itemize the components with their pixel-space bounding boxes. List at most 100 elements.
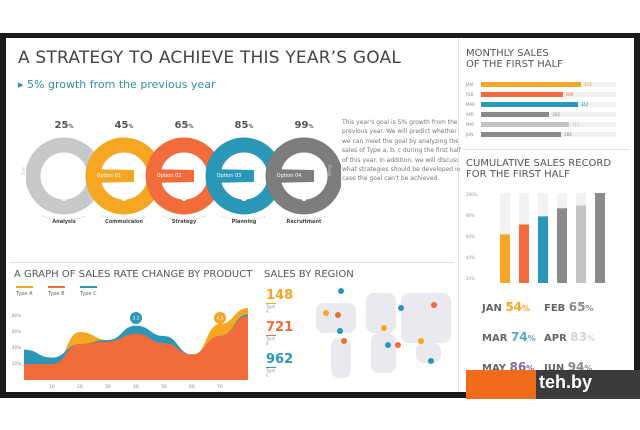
region-value: 962 (266, 352, 294, 367)
stat-jan: JAN 54% (482, 300, 531, 314)
continent (416, 343, 441, 363)
start-label: Start (20, 165, 26, 176)
month-label: JAN (466, 82, 473, 87)
divider (458, 38, 459, 392)
step-percent: 25% (54, 120, 74, 131)
map-pin (341, 338, 347, 344)
subtitle-text: 5% growth from the previous year (27, 78, 216, 91)
bar-fill (481, 132, 562, 137)
step-label: Planning (231, 219, 257, 225)
cumulative-title: CUMULATIVE SALES RECORD FOR THE FIRST HAL… (466, 158, 612, 180)
bar-jun (595, 193, 605, 283)
area-type-b (24, 316, 248, 380)
y-tick: 100% (466, 192, 478, 197)
step-label: Analysis (52, 219, 76, 225)
x-tick: 20 (77, 384, 83, 390)
step-percent: 45% (114, 120, 134, 131)
legend-item: Type A (16, 286, 33, 297)
month-label: JUN (466, 132, 474, 137)
bar-mar (538, 216, 548, 283)
map-pin (428, 358, 434, 364)
monthly-row: JUN 284 (466, 130, 626, 140)
bar-fill (481, 112, 550, 117)
region-stat: 148 Type A (266, 288, 293, 314)
option-band (86, 169, 134, 183)
money-bag-icon (61, 195, 67, 201)
calendar-icon (241, 195, 247, 201)
month-label: MAR (466, 102, 475, 107)
bar-fill (481, 92, 563, 97)
description: This year's goal is 5% growth from the p… (342, 119, 461, 183)
monthly-row: FEB 289 (466, 90, 626, 100)
map-pin (338, 288, 344, 294)
region-stat: 962 Type C (266, 352, 293, 378)
monthly-row: MAR 342 (466, 100, 626, 110)
continent (366, 293, 396, 333)
bar-fill (481, 82, 581, 87)
step-label: Commuicaion (105, 219, 143, 225)
map-pin (381, 325, 387, 331)
month-label: MAY (466, 122, 475, 127)
step-percent: 99% (294, 120, 314, 131)
y-tick: 20% (466, 276, 475, 281)
display-screen: A STRATEGY TO ACHIEVE THIS YEAR’S GOAL ▸… (6, 38, 634, 392)
map-pin (431, 302, 437, 308)
divider (10, 262, 454, 263)
option-label: Option 04 (276, 173, 302, 179)
bar-fill (481, 102, 578, 107)
bar-value: 289 (565, 92, 574, 97)
x-tick: 50 (161, 384, 167, 390)
watermark-text: teh.by (539, 372, 593, 392)
bar-jan (500, 234, 510, 283)
cumulative-chart: 100% 80% 60% 40% 20% (466, 192, 605, 283)
x-tick: 10 (49, 384, 55, 390)
ring-recruitment (265, 137, 341, 215)
month-label: APR (466, 112, 474, 117)
monthly-title: MONTHLY SALES OF THE FIRST HALF (466, 48, 563, 70)
bar-feb (519, 224, 529, 283)
map-pin (323, 310, 329, 316)
map-pin (395, 342, 401, 348)
option-label: Option 02 (156, 173, 182, 179)
area-chart-title: A GRAPH OF SALES RATE CHANGE BY PRODUCT (14, 269, 253, 280)
world-map (316, 288, 451, 378)
map-pin (335, 312, 341, 318)
legend-item: Type B (48, 286, 65, 297)
clock-icon (181, 195, 187, 201)
stat-mar: MAR 74% (482, 330, 536, 344)
option-label: Option 01 (96, 173, 122, 179)
map-pin (398, 305, 404, 311)
monthly-row: JAN 354 (466, 80, 626, 90)
y-tick: 40% (12, 345, 21, 350)
bar-value: 354 (584, 82, 592, 87)
option-label: Option 03 (216, 173, 242, 179)
bar-value: 284 (564, 132, 572, 137)
month-label: FEB (466, 92, 474, 97)
marker-label: 4.5 (217, 316, 224, 322)
subtitle: ▸ 5% growth from the previous year (18, 78, 216, 91)
map-pin (385, 342, 391, 348)
step-percent: 65% (174, 120, 194, 131)
legend-item: Type C (80, 286, 97, 297)
step-label: Recruitment (286, 219, 322, 225)
option-band (206, 169, 254, 183)
page-title: A STRATEGY TO ACHIEVE THIS YEAR’S GOAL (18, 48, 402, 68)
step-label: Strategy (171, 219, 197, 225)
divider (462, 149, 630, 150)
option-band (266, 169, 314, 183)
stat-feb: FEB 65% (544, 300, 594, 314)
y-tick: 40% (466, 255, 475, 260)
y-tick: 20% (12, 361, 21, 366)
x-tick: 60 (189, 384, 195, 390)
region-type: Type B (266, 335, 276, 346)
map-pin (418, 338, 424, 344)
option-band (146, 169, 194, 183)
bar-fill (481, 122, 569, 127)
x-tick: 40 (133, 384, 139, 390)
marker-pin (130, 312, 142, 324)
finish-label: Finish (327, 164, 333, 177)
area-chart: 80% 60% 40% 20% 10 20 30 40 50 60 70 3.2 4.5 (12, 308, 248, 390)
map-pin (337, 328, 343, 334)
x-tick: 70 (217, 384, 223, 390)
person-desk-icon (121, 195, 127, 201)
